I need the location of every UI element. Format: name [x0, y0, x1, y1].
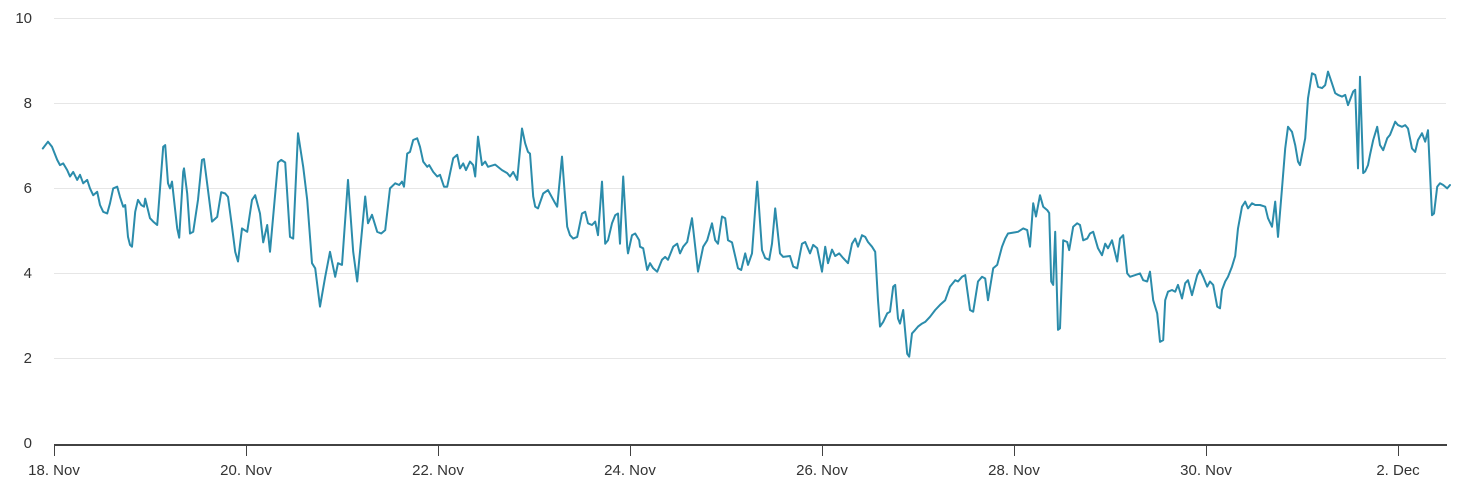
y-axis-tick-label: 10: [15, 10, 32, 27]
x-axis-tick-label: 28. Nov: [988, 462, 1040, 479]
y-axis-tick-label: 6: [24, 180, 32, 197]
gridlines: [54, 18, 1446, 359]
x-axis-labels: 18. Nov 20. Nov 22. Nov 24. Nov 26. Nov 28. N…: [28, 462, 1420, 479]
x-axis-tick-label: 2. Dec: [1376, 462, 1420, 479]
y-axis-tick-label: 4: [24, 265, 32, 282]
x-axis-ticks: [54, 446, 1399, 456]
y-axis-labels: 0 2 4 6 8 10: [15, 10, 32, 452]
y-axis-tick-label: 8: [24, 95, 32, 112]
y-axis-tick-label: 2: [24, 350, 32, 367]
x-axis-tick-label: 20. Nov: [220, 462, 272, 479]
x-axis-tick-label: 26. Nov: [796, 462, 848, 479]
y-axis-tick-label: 0: [24, 435, 32, 452]
x-axis-tick-label: 22. Nov: [412, 462, 464, 479]
x-axis-tick-label: 30. Nov: [1180, 462, 1232, 479]
x-axis-tick-label: 18. Nov: [28, 462, 80, 479]
series-line: [41, 70, 1451, 358]
x-axis-tick-label: 24. Nov: [604, 462, 656, 479]
